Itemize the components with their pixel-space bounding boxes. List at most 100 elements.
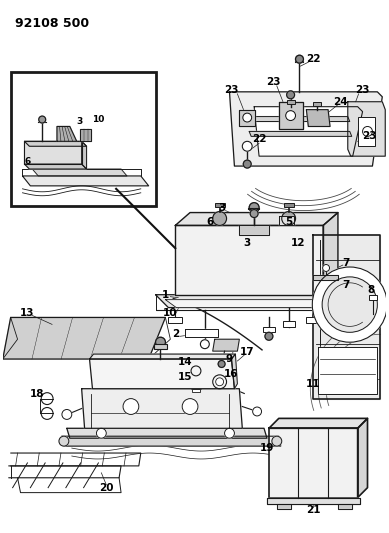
Polygon shape: [156, 295, 346, 308]
Bar: [284, 203, 294, 207]
Bar: [283, 321, 294, 327]
Text: 92108 500: 92108 500: [15, 17, 89, 30]
Text: 3: 3: [77, 117, 83, 126]
Text: 7: 7: [342, 280, 349, 290]
Text: 19: 19: [260, 443, 274, 453]
Polygon shape: [89, 359, 235, 389]
Polygon shape: [23, 176, 149, 186]
Polygon shape: [80, 130, 91, 141]
Polygon shape: [185, 329, 218, 337]
Polygon shape: [57, 126, 77, 141]
Polygon shape: [254, 107, 363, 156]
Text: 22: 22: [252, 134, 266, 144]
Polygon shape: [82, 141, 87, 169]
Polygon shape: [269, 418, 368, 429]
Polygon shape: [348, 102, 385, 156]
Polygon shape: [25, 141, 87, 146]
Text: 6: 6: [206, 217, 214, 228]
Text: 23: 23: [355, 85, 370, 95]
Text: 20: 20: [99, 483, 114, 492]
Polygon shape: [323, 213, 338, 295]
Circle shape: [156, 337, 165, 347]
Text: 5: 5: [285, 217, 292, 228]
Text: 18: 18: [30, 389, 44, 399]
Bar: [263, 327, 275, 332]
Polygon shape: [279, 102, 303, 130]
Text: 15: 15: [178, 372, 193, 382]
Text: 23: 23: [266, 77, 281, 87]
Circle shape: [322, 277, 377, 332]
Polygon shape: [277, 504, 291, 510]
Polygon shape: [249, 132, 352, 136]
Text: 23: 23: [362, 131, 377, 141]
Polygon shape: [267, 498, 359, 504]
Circle shape: [39, 116, 46, 123]
Circle shape: [218, 360, 225, 367]
Circle shape: [213, 375, 226, 389]
Circle shape: [253, 407, 261, 416]
Polygon shape: [318, 347, 377, 394]
Bar: [313, 102, 321, 106]
Circle shape: [265, 332, 273, 340]
Polygon shape: [279, 215, 294, 225]
Polygon shape: [338, 504, 352, 510]
Circle shape: [282, 212, 296, 225]
Text: 3: 3: [218, 203, 225, 213]
Circle shape: [191, 366, 201, 376]
Polygon shape: [239, 110, 255, 126]
Text: 2: 2: [172, 329, 179, 340]
Text: 22: 22: [306, 54, 321, 64]
Polygon shape: [175, 213, 338, 225]
Circle shape: [312, 267, 387, 342]
Text: 23: 23: [224, 85, 239, 95]
Polygon shape: [269, 429, 357, 498]
Text: 6: 6: [24, 157, 31, 166]
Bar: [357, 117, 375, 146]
Polygon shape: [247, 117, 350, 122]
Text: 1: 1: [162, 290, 169, 300]
Text: 17: 17: [240, 347, 254, 357]
Circle shape: [242, 141, 252, 151]
Polygon shape: [357, 418, 368, 498]
Polygon shape: [82, 389, 242, 429]
Text: 10: 10: [163, 308, 178, 318]
Circle shape: [41, 393, 53, 405]
Text: 14: 14: [178, 357, 193, 367]
Text: 12: 12: [291, 238, 306, 248]
Text: 24: 24: [333, 96, 348, 107]
Polygon shape: [231, 354, 237, 389]
Circle shape: [243, 113, 252, 122]
Bar: [11, 72, 156, 206]
Bar: [370, 295, 377, 300]
Circle shape: [123, 399, 139, 415]
Circle shape: [96, 429, 106, 438]
Circle shape: [287, 91, 294, 99]
Circle shape: [213, 212, 226, 225]
Circle shape: [243, 160, 251, 168]
Polygon shape: [239, 225, 269, 236]
Polygon shape: [25, 164, 87, 169]
Circle shape: [272, 436, 282, 446]
Text: 13: 13: [20, 308, 35, 318]
Bar: [192, 389, 200, 392]
Circle shape: [249, 203, 259, 213]
Text: 16: 16: [224, 369, 239, 379]
Circle shape: [200, 340, 209, 349]
Polygon shape: [213, 339, 239, 351]
Circle shape: [296, 55, 303, 63]
Polygon shape: [175, 225, 323, 295]
Bar: [287, 100, 294, 104]
Circle shape: [62, 409, 72, 419]
Bar: [191, 384, 201, 389]
Text: 7: 7: [342, 258, 349, 268]
Polygon shape: [62, 436, 281, 446]
Polygon shape: [89, 354, 235, 359]
Text: 11: 11: [306, 379, 321, 389]
Circle shape: [322, 264, 329, 271]
Bar: [154, 344, 167, 349]
Bar: [215, 203, 224, 207]
Polygon shape: [25, 141, 82, 164]
Circle shape: [41, 408, 53, 419]
Polygon shape: [313, 236, 380, 399]
Text: 21: 21: [306, 505, 321, 515]
